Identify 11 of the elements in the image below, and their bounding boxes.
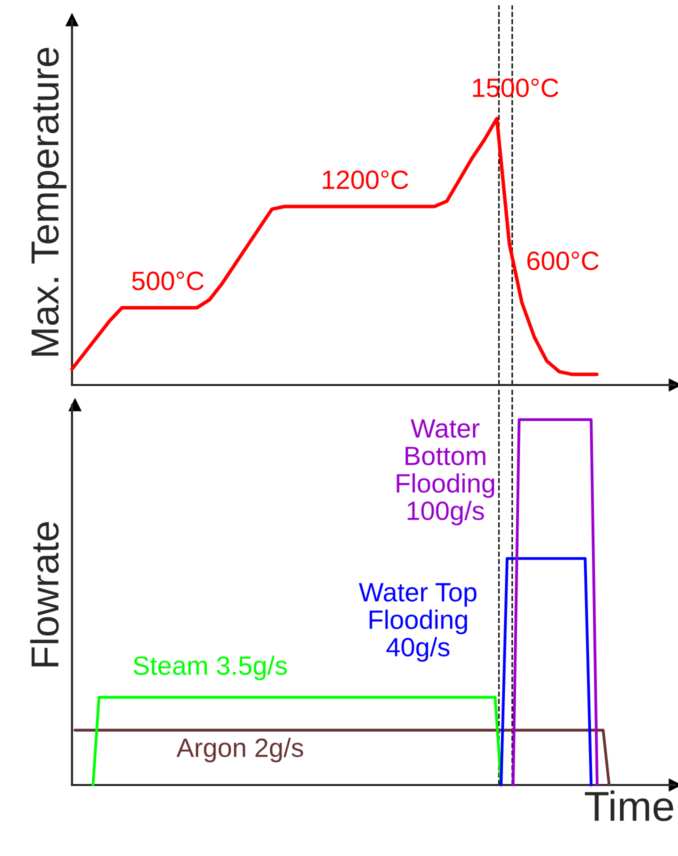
annotation: Steam 3.5g/s: [134, 656, 287, 680]
x-axis-title: Time: [584, 790, 674, 822]
y-axis-title: Flowrate: [30, 522, 59, 666]
annotation: 600°C: [527, 251, 599, 270]
text: 1500°C: [473, 78, 558, 98]
annotation: Water Top Flooding 40g/s: [358, 583, 476, 662]
annotation: Argon 2g/s: [176, 738, 304, 762]
y-axis-title: Max. Temperature: [32, 48, 66, 356]
annotation: Water Bottom Flooding 100g/s: [396, 419, 494, 526]
annotation: 1200°C: [322, 170, 408, 190]
annotation: 500°C: [132, 272, 204, 290]
